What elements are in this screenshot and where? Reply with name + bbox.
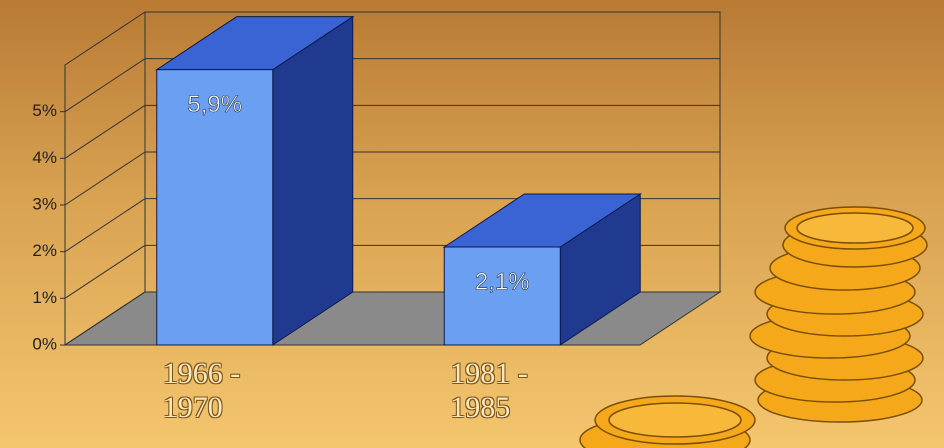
y-tick-label: 0% (32, 334, 57, 353)
y-tick-label: 1% (32, 288, 57, 307)
bar (444, 247, 560, 345)
y-tick-label: 4% (32, 148, 57, 167)
grid-line (65, 59, 145, 112)
y-tick-label: 5% (32, 101, 57, 120)
grid-line (65, 152, 145, 205)
grid-line (65, 245, 145, 298)
y-tick-label: 2% (32, 241, 57, 260)
x-tick-label: 1981 - 1985 (450, 357, 580, 425)
value-label: 2,1% (475, 268, 530, 295)
bar-side (273, 17, 353, 345)
y-tick-label: 3% (32, 194, 57, 213)
grid-line (65, 105, 145, 158)
x-tick-label: 1966 - 1970 (163, 357, 293, 425)
slide: 0% 1% 2% 3% 4% 5% 5,9% 2,1% 1966 - 1970 1981 - 1… (0, 0, 944, 448)
value-label: 5,9% (187, 91, 242, 118)
grid-line (65, 199, 145, 252)
